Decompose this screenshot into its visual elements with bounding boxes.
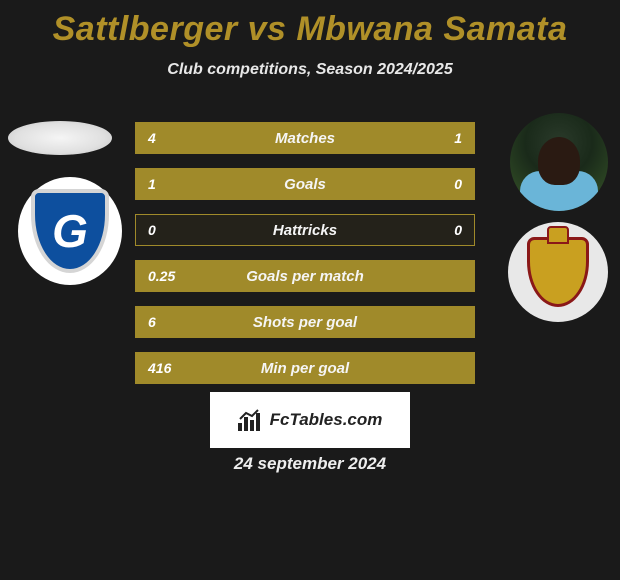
watermark-text: FcTables.com	[270, 410, 383, 430]
stat-value-left: 1	[148, 176, 156, 192]
stat-value-right: 0	[454, 222, 462, 238]
stat-row: 4 Matches 1	[135, 122, 475, 154]
stat-label: Min per goal	[261, 360, 349, 377]
stat-label: Goals per match	[246, 268, 364, 285]
stat-value-right: 0	[454, 176, 462, 192]
stat-value-left: 4	[148, 130, 156, 146]
stat-label: Matches	[275, 130, 335, 147]
stat-row: 1 Goals 0	[135, 168, 475, 200]
player2-photo	[510, 113, 608, 211]
stat-bar-right	[406, 123, 474, 153]
stats-container: 4 Matches 1 1 Goals 0 0 Hattricks 0 0.25 Goals per…	[135, 122, 475, 398]
watermark: FcTables.com	[210, 392, 410, 448]
date-label: 24 september 2024	[0, 454, 620, 474]
page-title: Sattlberger vs Mbwana Samata	[0, 0, 620, 49]
player2-club-badge	[508, 222, 608, 322]
club2-shield	[527, 237, 589, 307]
stat-label: Hattricks	[273, 222, 337, 239]
title-vs: vs	[248, 10, 287, 48]
stat-row: 0.25 Goals per match	[135, 260, 475, 292]
watermark-icon	[238, 409, 264, 431]
stat-label: Goals	[284, 176, 326, 193]
stat-value-left: 0	[148, 222, 156, 238]
player1-club-badge: G	[18, 177, 122, 285]
title-player1: Sattlberger	[53, 10, 238, 48]
stat-value-left: 6	[148, 314, 156, 330]
stat-label: Shots per goal	[253, 314, 357, 331]
stat-row: 416 Min per goal	[135, 352, 475, 384]
stat-value-left: 0.25	[148, 268, 175, 284]
club1-shield: G	[31, 189, 109, 273]
player1-photo	[8, 121, 112, 155]
stat-row: 0 Hattricks 0	[135, 214, 475, 246]
club1-letter: G	[52, 204, 88, 258]
subtitle: Club competitions, Season 2024/2025	[0, 61, 620, 79]
stat-bar-left	[136, 123, 406, 153]
stat-value-left: 416	[148, 360, 171, 376]
title-player2: Mbwana Samata	[296, 10, 567, 48]
stat-value-right: 1	[454, 130, 462, 146]
stat-row: 6 Shots per goal	[135, 306, 475, 338]
